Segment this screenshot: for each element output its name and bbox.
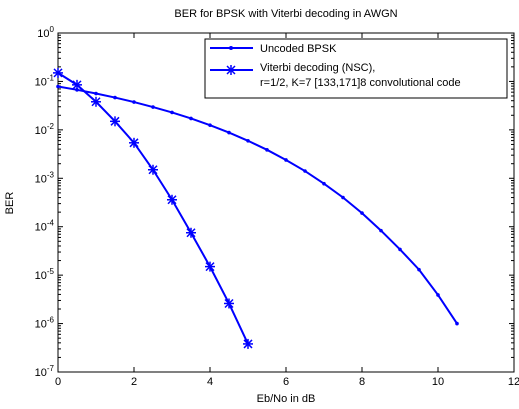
data-point-1 (224, 298, 234, 309)
y-tick-base: 10 (35, 367, 47, 379)
data-point-1 (186, 227, 196, 238)
data-point-0 (56, 84, 60, 89)
legend-marker-viterbi (226, 65, 236, 75)
data-point-1 (148, 164, 158, 175)
y-tick-label: 10-1 (35, 73, 55, 88)
y-tick-base: 10 (35, 270, 47, 282)
y-tick-exponent: -4 (47, 219, 55, 228)
data-point-0 (284, 158, 288, 162)
legend-label-viterbi: Viterbi decoding (NSC), (260, 62, 375, 74)
legend-label-viterbi-line2: r=1/2, K=7 [133,171]8 convolutional code (260, 77, 461, 89)
y-tick-exponent: -3 (47, 170, 55, 179)
data-point-0 (379, 228, 383, 233)
data-point-1 (91, 96, 101, 107)
y-tick-label: 10-2 (35, 122, 55, 137)
data-point-0 (189, 116, 193, 121)
data-point-0 (208, 123, 212, 127)
data-point-0 (398, 247, 402, 252)
series-layer (53, 67, 459, 349)
legend-marker-uncoded (229, 46, 233, 50)
y-tick-exponent: -5 (47, 267, 55, 276)
y-tick-exponent: -1 (47, 73, 55, 82)
data-point-1 (243, 338, 253, 349)
data-point-1 (110, 116, 120, 127)
y-tick-label: 10-3 (35, 170, 55, 185)
data-point-1 (167, 194, 177, 205)
series-line-0 (57, 85, 458, 325)
data-point-1 (53, 67, 63, 78)
y-axis-label: BER (4, 192, 16, 215)
data-point-0 (417, 267, 421, 272)
data-point-0 (227, 130, 231, 135)
y-tick-label: 100 (37, 25, 54, 40)
data-point-0 (322, 181, 326, 186)
data-point-1 (129, 137, 139, 148)
data-point-0 (246, 138, 250, 143)
x-tick-label: 0 (55, 376, 61, 388)
data-point-0 (303, 169, 307, 173)
data-point-0 (341, 195, 345, 200)
data-point-0 (455, 321, 459, 326)
data-point-0 (94, 91, 98, 96)
y-tick-exponent: -6 (47, 316, 55, 325)
y-tick-exponent: 0 (50, 25, 55, 34)
data-point-1 (72, 79, 82, 90)
data-point-0 (360, 211, 364, 215)
y-tick-base: 10 (35, 125, 47, 137)
legend: Uncoded BPSK Viterbi decoding (NSC), r=1… (204, 38, 508, 99)
data-point-1 (205, 261, 215, 272)
data-point-0 (170, 110, 174, 115)
y-tick-base: 10 (37, 28, 49, 40)
x-axis-label: Eb/No in dB (257, 393, 316, 404)
data-point-0 (113, 95, 117, 100)
y-tick-exponent: -2 (47, 122, 55, 131)
y-tick-label: 10-7 (35, 364, 55, 379)
data-point-0 (151, 105, 155, 109)
x-tick-label: 6 (283, 376, 289, 388)
legend-frame (204, 38, 508, 99)
x-tick-label: 2 (131, 376, 137, 388)
y-tick-label: 10-5 (35, 267, 55, 282)
y-tick-label: 10-6 (35, 316, 55, 331)
x-tick-label: 4 (207, 376, 213, 388)
y-tick-base: 10 (35, 76, 47, 88)
chart-title: BER for BPSK with Viterbi decoding in AW… (174, 8, 397, 20)
y-tick-label: 10-4 (35, 219, 55, 234)
data-point-0 (265, 148, 269, 152)
y-tick-exponent: -7 (47, 364, 55, 373)
data-point-0 (436, 293, 440, 297)
y-tick-base: 10 (35, 173, 47, 185)
x-tick-label: 10 (432, 376, 444, 388)
y-tick-base: 10 (35, 319, 47, 331)
x-tick-label: 8 (359, 376, 365, 388)
x-tick-label: 12 (508, 376, 519, 388)
data-point-0 (132, 100, 136, 104)
y-tick-base: 10 (35, 222, 47, 234)
legend-label-uncoded: Uncoded BPSK (260, 43, 337, 55)
